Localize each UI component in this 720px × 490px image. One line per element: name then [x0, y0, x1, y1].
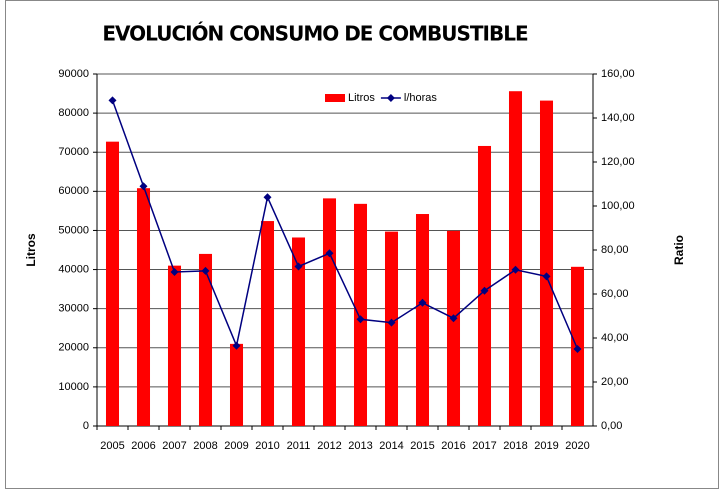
y2-tick-label: 40,00 [601, 332, 629, 344]
marker [325, 249, 334, 258]
x-tick-label: 2009 [224, 440, 248, 452]
x-tick-label: 2019 [534, 440, 558, 452]
legend-label: l/horas [404, 92, 438, 104]
x-tick-label: 2017 [472, 440, 496, 452]
legend-label: Litros [348, 92, 375, 104]
x-tick-label: 2005 [100, 440, 124, 452]
x-tick-label: 2013 [348, 440, 372, 452]
y-tick-label: 10000 [58, 381, 89, 393]
y-tick-label: 90000 [58, 68, 89, 80]
marker [573, 345, 582, 353]
marker [263, 193, 272, 202]
y2-tick-label: 140,00 [601, 112, 635, 124]
bar [539, 100, 554, 427]
bar [105, 141, 120, 426]
x-tick-label: 2020 [565, 440, 589, 452]
bar [508, 91, 523, 426]
marker [170, 268, 179, 276]
bar [198, 253, 213, 426]
bar [415, 214, 430, 426]
x-tick-label: 2006 [131, 440, 155, 452]
x-tick-label: 2011 [287, 440, 311, 452]
y2-tick-label: 20,00 [601, 376, 629, 388]
x-tick-label: 2015 [410, 440, 434, 452]
marker [418, 298, 427, 307]
y-tick-label: 40000 [58, 263, 89, 275]
bar [446, 230, 461, 426]
x-tick-label: 2012 [317, 440, 341, 452]
bar [353, 203, 368, 426]
y-tick-label: 30000 [58, 303, 89, 315]
legend-marker [386, 94, 395, 102]
x-tick-label: 2014 [379, 440, 403, 452]
marker [387, 318, 396, 327]
marker [201, 266, 210, 275]
bar [322, 198, 337, 426]
marker [480, 286, 489, 295]
bar [167, 265, 182, 426]
y2-axis-label: Ratio [672, 235, 686, 265]
y-tick-label: 70000 [58, 146, 89, 158]
marker [139, 182, 148, 191]
x-tick-label: 2007 [162, 440, 186, 452]
marker [232, 341, 241, 350]
bar [136, 188, 151, 426]
bar [477, 145, 492, 426]
bar [260, 221, 275, 426]
marker [356, 315, 365, 324]
x-tick-label: 2018 [503, 440, 527, 452]
line [111, 100, 579, 350]
y-tick-label: 80000 [58, 107, 89, 119]
x-tick-label: 2016 [441, 440, 465, 452]
y2-tick-label: 160,00 [601, 68, 635, 80]
marker [449, 314, 458, 323]
marker [108, 96, 117, 105]
y2-tick-label: 0,00 [601, 420, 622, 432]
y2-tick-label: 60,00 [601, 288, 629, 300]
bar [384, 231, 399, 426]
bar [229, 343, 244, 426]
marker [294, 262, 303, 271]
y2-tick-label: 80,00 [601, 244, 629, 256]
chart-frame [5, 0, 719, 489]
x-tick-label: 2010 [255, 440, 279, 452]
y-tick-label: 50000 [58, 224, 89, 236]
marker [511, 265, 520, 274]
legend-swatch [325, 94, 345, 102]
chart-title: EVOLUCIÓN CONSUMO DE COMBUSTIBLE [102, 22, 528, 46]
y-axis-label: Litros [24, 233, 38, 267]
y2-tick-label: 120,00 [601, 156, 635, 168]
y2-tick-label: 100,00 [601, 200, 635, 212]
y-tick-label: 20000 [58, 342, 89, 354]
x-tick-label: 2008 [193, 440, 217, 452]
y-tick-label: 0 [83, 420, 89, 432]
marker [542, 272, 551, 281]
y-tick-label: 60000 [58, 185, 89, 197]
bar [291, 237, 306, 426]
